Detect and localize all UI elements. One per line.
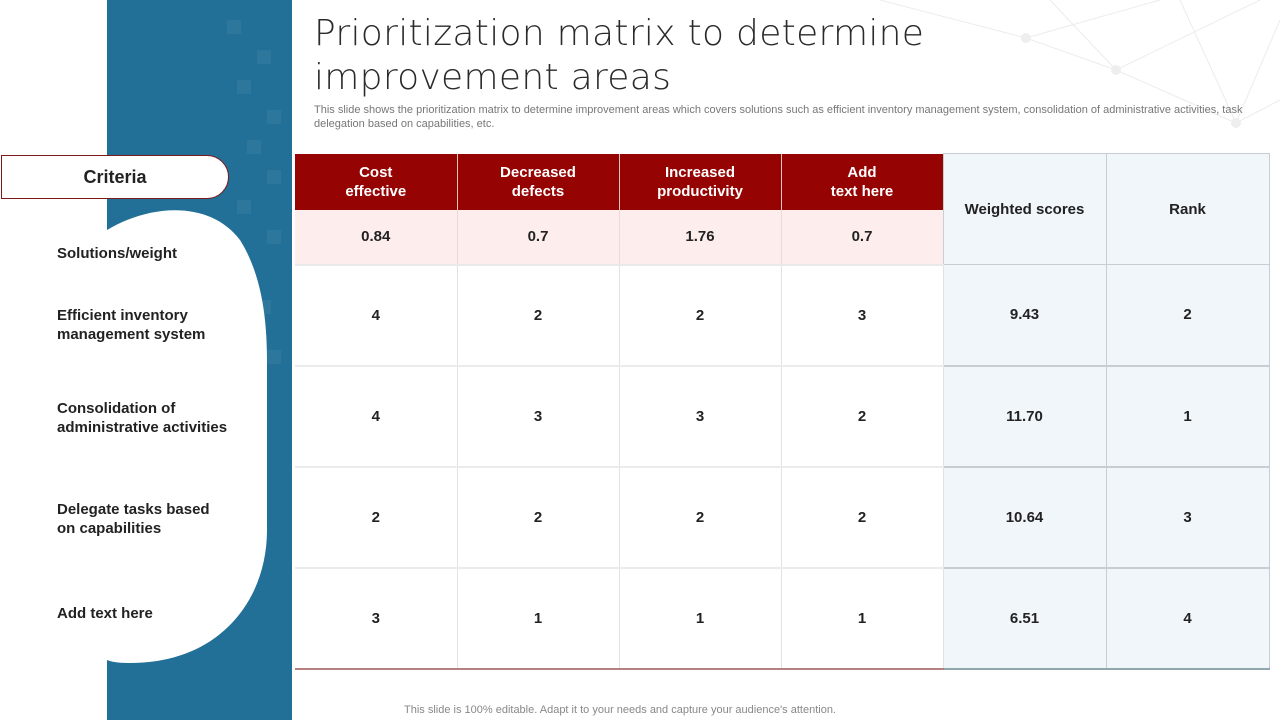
weighted-score-cell: 9.43 xyxy=(942,264,1107,367)
weight-cell: 1.76 xyxy=(619,209,782,266)
rank-cell: 4 xyxy=(1105,567,1270,670)
value-cell: 1 xyxy=(781,567,944,670)
header-increased-productivity: Increased productivity xyxy=(619,153,782,210)
slide-title: Prioritization matrix to determine impro… xyxy=(314,13,925,98)
criteria-row-delegate: Delegate tasks based on capabilities xyxy=(57,501,210,537)
criteria-row-weight: Solutions/weight xyxy=(57,245,177,262)
value-cell: 3 xyxy=(457,365,620,468)
header-weighted-scores: Weighted scores xyxy=(942,153,1107,265)
criteria-header: Criteria xyxy=(1,155,229,199)
value-cell: 2 xyxy=(781,365,944,468)
table-row: 3 1 1 1 6.51 4 xyxy=(295,567,1270,670)
header-cost-effective: Cost effective xyxy=(295,153,458,210)
value-cell: 2 xyxy=(457,466,620,569)
criteria-panel-shape xyxy=(0,200,267,670)
table-row: 4 2 2 3 9.43 2 xyxy=(295,264,1270,367)
weight-cell: 0.7 xyxy=(781,209,944,266)
rank-cell: 1 xyxy=(1105,365,1270,468)
value-cell: 2 xyxy=(457,264,620,367)
value-cell: 1 xyxy=(457,567,620,670)
weighted-score-cell: 6.51 xyxy=(942,567,1107,670)
value-cell: 3 xyxy=(295,567,458,670)
value-cell: 2 xyxy=(781,466,944,569)
rank-cell: 3 xyxy=(1105,466,1270,569)
value-cell: 4 xyxy=(295,365,458,468)
value-cell: 1 xyxy=(619,567,782,670)
weighted-score-cell: 10.64 xyxy=(942,466,1107,569)
rank-cell: 2 xyxy=(1105,264,1270,367)
weighted-score-cell: 11.70 xyxy=(942,365,1107,468)
value-cell: 3 xyxy=(781,264,944,367)
header-decreased-defects: Decreased defects xyxy=(457,153,620,210)
value-cell: 2 xyxy=(295,466,458,569)
weight-cell: 0.7 xyxy=(457,209,620,266)
criteria-row-inventory: Efficient inventory management system xyxy=(57,307,206,343)
criteria-row-add-text: Add text here xyxy=(57,605,153,622)
slide-subtitle: This slide shows the prioritization matr… xyxy=(314,104,1243,130)
header-add-text: Add text here xyxy=(781,153,943,210)
network-decoration xyxy=(880,0,1280,128)
header-rank: Rank xyxy=(1105,153,1270,265)
table-row: 4 3 3 2 11.70 1 xyxy=(295,365,1270,468)
slide-footer-note: This slide is 100% editable. Adapt it to… xyxy=(404,704,836,716)
criteria-row-consolidation: Consolidation of administrative activiti… xyxy=(57,400,228,436)
weight-cell: 0.84 xyxy=(295,209,458,266)
prioritization-matrix-table: Cost effective Decreased defects Increas… xyxy=(295,153,1270,670)
table-row: 2 2 2 2 10.64 3 xyxy=(295,466,1270,569)
value-cell: 2 xyxy=(619,466,782,569)
value-cell: 4 xyxy=(295,264,458,367)
value-cell: 3 xyxy=(619,365,782,468)
value-cell: 2 xyxy=(619,264,782,367)
